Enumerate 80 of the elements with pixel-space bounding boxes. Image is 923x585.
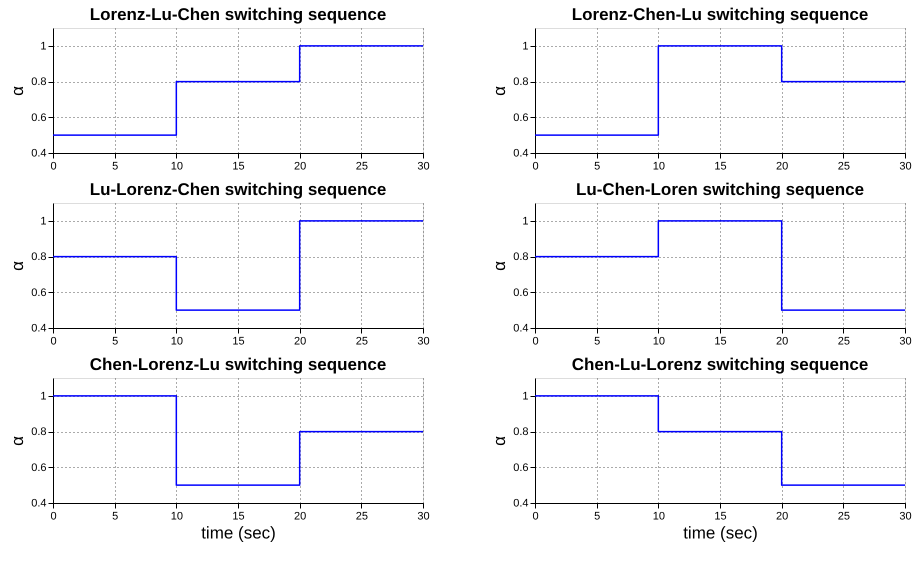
y-axis-title: α — [8, 86, 28, 96]
x-tick-label: 5 — [112, 160, 118, 172]
y-tick-label: 1 — [40, 390, 46, 402]
y-tick-label: 0.6 — [513, 112, 528, 124]
y-tick-label: 1 — [522, 215, 528, 228]
x-tick-label: 5 — [594, 510, 600, 522]
x-tick-label: 20 — [294, 510, 306, 522]
chart-title: Lorenz-Lu-Chen switching sequence — [90, 5, 386, 24]
x-tick-label: 10 — [652, 510, 665, 522]
x-tick-label: 15 — [714, 510, 727, 522]
chart-title: Lorenz-Chen-Lu switching sequence — [572, 5, 868, 24]
y-tick-label: 0.6 — [513, 462, 528, 474]
y-tick-label: 0.6 — [513, 286, 528, 299]
x-tick-label: 0 — [532, 160, 539, 172]
y-tick-label: 0.6 — [31, 286, 46, 299]
y-tick-label: 0.8 — [513, 76, 528, 88]
y-tick-label: 0.4 — [31, 498, 46, 510]
y-tick-label: 0.8 — [31, 426, 46, 438]
x-tick-label: 30 — [899, 510, 912, 522]
y-tick-label: 0.8 — [513, 426, 528, 438]
x-tick-label: 25 — [838, 510, 850, 522]
x-tick-label: 25 — [838, 160, 850, 172]
y-tick-label: 1 — [40, 40, 46, 52]
x-tick-label: 15 — [232, 510, 245, 522]
y-tick-label: 0.6 — [31, 462, 46, 474]
x-tick-label: 10 — [170, 510, 183, 522]
x-tick-label: 25 — [356, 160, 368, 172]
chart-title: Chen-Lorenz-Lu switching sequence — [90, 355, 386, 374]
y-tick-label: 0.8 — [513, 251, 528, 264]
y-axis-title: α — [8, 436, 28, 446]
x-tick-label: 25 — [356, 336, 368, 348]
y-axis-title: α — [490, 260, 510, 271]
y-tick-label: 0.6 — [31, 112, 46, 124]
y-axis-title: α — [490, 86, 510, 96]
x-tick-label: 15 — [714, 336, 727, 348]
x-tick-label: 20 — [776, 510, 788, 522]
y-tick-label: 0.8 — [31, 251, 46, 264]
x-tick-label: 10 — [652, 336, 665, 348]
y-tick-label: 1 — [522, 40, 528, 52]
y-tick-label: 0.4 — [513, 498, 528, 510]
y-tick-label: 1 — [40, 215, 46, 228]
x-tick-label: 0 — [532, 336, 539, 348]
x-tick-label: 15 — [232, 160, 245, 172]
x-tick-label: 20 — [776, 336, 788, 348]
x-tick-label: 5 — [594, 336, 600, 348]
x-tick-label: 0 — [50, 336, 57, 348]
x-tick-label: 30 — [899, 160, 912, 172]
x-tick-label: 10 — [170, 336, 183, 348]
x-tick-label: 0 — [50, 160, 57, 172]
y-tick-label: 0.8 — [31, 76, 46, 88]
chart-title: Lu-Chen-Loren switching sequence — [576, 180, 864, 199]
x-axis-title: time (sec) — [683, 524, 758, 542]
x-tick-label: 30 — [417, 160, 430, 172]
y-tick-label: 1 — [522, 390, 528, 402]
x-tick-label: 10 — [170, 160, 183, 172]
y-axis-title: α — [490, 436, 510, 446]
chart-title: Lu-Lorenz-Chen switching sequence — [90, 180, 386, 199]
x-tick-label: 10 — [652, 160, 665, 172]
x-tick-label: 5 — [112, 510, 118, 522]
y-axis-title: α — [8, 260, 28, 271]
x-tick-label: 30 — [417, 336, 430, 348]
x-tick-label: 25 — [356, 510, 368, 522]
x-tick-label: 0 — [532, 510, 539, 522]
x-tick-label: 30 — [899, 336, 912, 348]
chart-title: Chen-Lu-Lorenz switching sequence — [572, 355, 868, 374]
x-tick-label: 5 — [594, 160, 600, 172]
y-tick-label: 0.4 — [31, 148, 46, 160]
x-tick-label: 20 — [776, 160, 788, 172]
x-axis-title: time (sec) — [201, 524, 276, 542]
x-tick-label: 25 — [838, 336, 850, 348]
x-tick-label: 15 — [232, 336, 245, 348]
x-tick-label: 20 — [294, 160, 306, 172]
y-tick-label: 0.4 — [31, 322, 46, 334]
x-tick-label: 0 — [50, 510, 57, 522]
x-tick-label: 5 — [112, 336, 118, 348]
x-tick-label: 20 — [294, 336, 306, 348]
x-tick-label: 15 — [714, 160, 727, 172]
y-tick-label: 0.4 — [513, 148, 528, 160]
x-tick-label: 30 — [417, 510, 430, 522]
y-tick-label: 0.4 — [513, 322, 528, 334]
